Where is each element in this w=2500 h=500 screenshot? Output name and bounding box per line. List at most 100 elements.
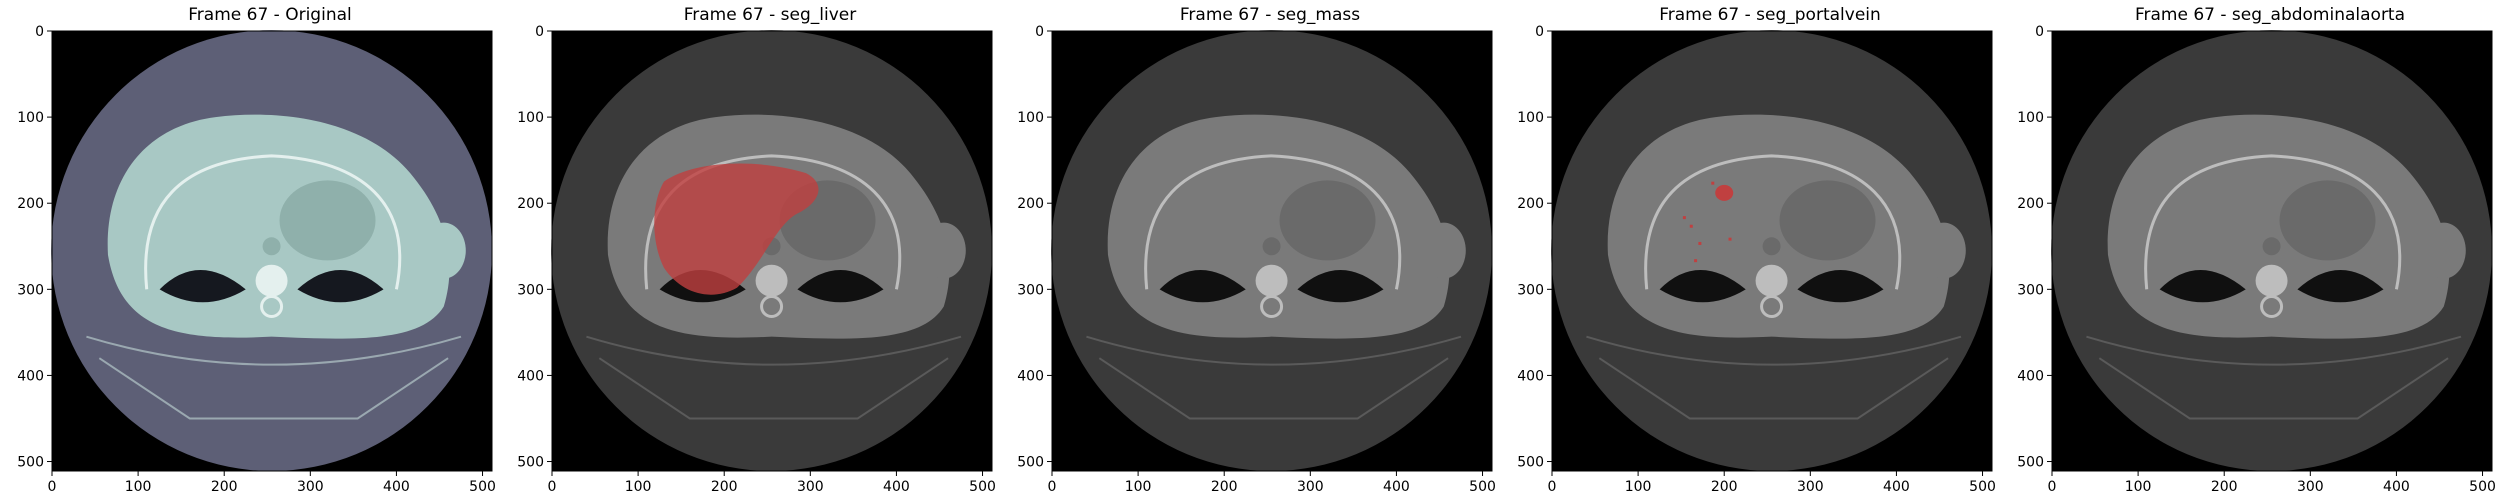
panel-title: Frame 67 - seg_mass [1179, 5, 1361, 25]
x-tick-label: 300 [1297, 479, 1324, 495]
ct-slice [1551, 30, 1992, 471]
table-curve [86, 335, 462, 366]
y-tick-label: 300 [2017, 282, 2044, 298]
rib-cage [1644, 154, 1902, 290]
x-tick-label: 0 [548, 479, 557, 495]
scanner-table [1086, 335, 1462, 420]
spinal-canal [260, 295, 284, 319]
table-frame [1098, 357, 1449, 420]
y-tick-label: 100 [517, 110, 544, 126]
x-tick-label: 0 [1048, 479, 1057, 495]
right-lung [297, 269, 384, 303]
y-tick-label: 0 [1535, 24, 1544, 40]
y-tick-label: 0 [535, 24, 544, 40]
spinal-canal [2260, 295, 2284, 319]
x-tick-label: 100 [1125, 479, 1152, 495]
y-tick-label: 200 [2017, 196, 2044, 212]
vertebra [2255, 264, 2288, 297]
arm-tissue [921, 222, 966, 279]
table-curve [586, 335, 962, 366]
y-tick-label: 400 [1017, 368, 1044, 384]
x-tick-label: 400 [1383, 479, 1410, 495]
right-lung [1797, 269, 1884, 303]
x-tick-label: 500 [1469, 479, 1496, 495]
x-tick-label: 400 [883, 479, 910, 495]
arm-tissue [1421, 222, 1466, 279]
scanner-table [586, 335, 962, 420]
axes-frame [1551, 30, 1993, 472]
ct-slice [51, 30, 493, 471]
y-tick-label: 500 [1517, 455, 1544, 471]
table-frame [1598, 357, 1949, 420]
aorta [2262, 237, 2281, 256]
axes-frame [2051, 30, 2493, 472]
y-tick-label: 200 [1017, 196, 1044, 212]
y-tick-label: 500 [2017, 455, 2044, 471]
panel-original: Frame 67 - Original 0 100 200 300 400 500 0 100… [0, 0, 500, 500]
right-lung [797, 269, 884, 303]
y-tick-label: 400 [17, 368, 44, 384]
vertebra [1755, 264, 1788, 297]
y-tick-label: 500 [17, 455, 44, 471]
y-tick-label: 400 [2017, 368, 2044, 384]
table-curve [1086, 335, 1462, 366]
portalvein-voxel [1682, 216, 1686, 220]
x-tick-label: 400 [383, 479, 410, 495]
panel-title: Frame 67 - seg_abdominalaorta [2134, 5, 2406, 25]
spinal-canal [760, 295, 784, 319]
table-frame [2098, 357, 2449, 420]
left-lung [2159, 269, 2246, 303]
y-tick-label: 500 [517, 455, 544, 471]
y-tick-label: 0 [35, 24, 44, 40]
x-tick-label: 200 [1211, 479, 1238, 495]
portalvein-voxel [1694, 259, 1698, 263]
portalvein-mask [1682, 181, 1734, 263]
x-tick-label: 100 [2125, 479, 2152, 495]
panel-title: Frame 67 - seg_liver [683, 5, 857, 25]
x-tick-label: 100 [1625, 479, 1652, 495]
y-tick-label: 100 [1017, 110, 1044, 126]
portalvein-voxel [1728, 237, 1732, 241]
portalvein-voxel [1698, 241, 1702, 245]
y-tick-label: 100 [2017, 110, 2044, 126]
table-curve [2086, 335, 2462, 366]
portalvein-region [1715, 184, 1734, 201]
organ [1279, 180, 1376, 261]
y-tick-label: 300 [1017, 282, 1044, 298]
left-lung [1159, 269, 1246, 303]
ct-slice [2051, 30, 2492, 471]
x-tick-label: 500 [2469, 479, 2496, 495]
rib-cage [144, 154, 402, 290]
ct-slice [1051, 30, 1492, 471]
x-tick-label: 500 [969, 479, 996, 495]
ct-slice [551, 30, 992, 471]
y-tick-label: 100 [1517, 110, 1544, 126]
y-tick-label: 300 [17, 282, 44, 298]
y-tick-label: 300 [1517, 282, 1544, 298]
y-tick-label: 400 [1517, 368, 1544, 384]
spinal-canal [1760, 295, 1784, 319]
x-tick-label: 300 [297, 479, 324, 495]
scanner-table [86, 335, 462, 420]
rib-cage [644, 154, 902, 290]
x-tick-label: 300 [1797, 479, 1824, 495]
aorta [1762, 237, 1781, 256]
x-tick-label: 0 [48, 479, 57, 495]
rib-cage [2144, 154, 2402, 290]
vertebra [755, 264, 788, 297]
x-tick-label: 200 [711, 479, 738, 495]
aorta [262, 237, 281, 256]
right-lung [2297, 269, 2384, 303]
vertebra [255, 264, 288, 297]
panel-title: Frame 67 - Original [188, 5, 352, 25]
liver-mask [654, 163, 819, 295]
x-tick-label: 100 [625, 479, 652, 495]
y-tick-label: 100 [17, 110, 44, 126]
x-tick-label: 500 [1969, 479, 1996, 495]
y-tick-label: 500 [1017, 455, 1044, 471]
axes-frame [551, 30, 993, 472]
x-tick-label: 200 [1711, 479, 1738, 495]
y-tick-label: 200 [517, 196, 544, 212]
